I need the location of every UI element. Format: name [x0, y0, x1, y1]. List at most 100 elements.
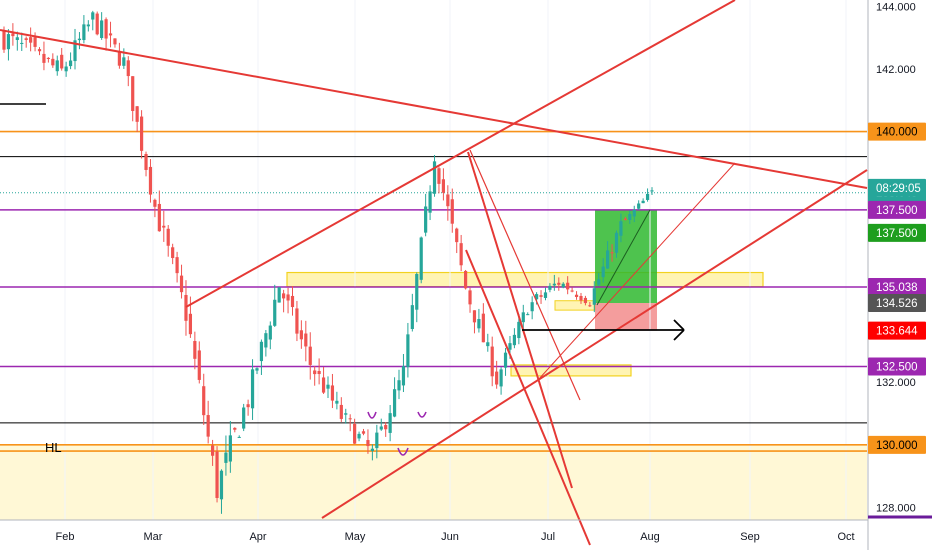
candle-body	[650, 190, 654, 192]
falling-wedge-upper	[467, 151, 573, 489]
falling-wedge-lower	[465, 249, 591, 546]
candle-body	[259, 341, 264, 362]
candle-body	[166, 228, 170, 246]
candle-body	[219, 470, 224, 500]
candle-body	[68, 60, 73, 67]
price-label-text: 132.500	[876, 362, 918, 374]
candle-body	[113, 38, 117, 45]
candle-body	[242, 407, 246, 429]
candle-body	[282, 293, 286, 299]
swing-low-marks	[367, 411, 427, 456]
candle-body	[179, 275, 184, 293]
candle-body	[339, 404, 343, 419]
candle-body	[557, 282, 561, 285]
candle-body	[432, 161, 437, 194]
x-tick-label: Oct	[837, 531, 854, 543]
hl-annotation: HL	[45, 440, 62, 455]
candle-body	[135, 106, 139, 122]
candle-body	[384, 425, 388, 430]
support-zone	[0, 444, 867, 520]
candle-body	[437, 168, 441, 184]
candle-body	[508, 343, 512, 350]
candle-body	[406, 334, 410, 368]
candle-body	[228, 435, 232, 462]
candle-body	[277, 287, 281, 303]
candle-body	[60, 54, 64, 69]
ascending-channel-upper	[185, 0, 736, 308]
candle-body	[268, 325, 272, 340]
price-label-box	[868, 223, 926, 242]
candle-body	[206, 415, 210, 437]
candle-body	[211, 445, 215, 456]
candle-body	[15, 37, 19, 40]
candle-body	[428, 191, 432, 213]
candle-body	[117, 50, 121, 66]
candle-body	[95, 13, 99, 35]
candle-body	[77, 38, 82, 41]
candle-body	[419, 237, 423, 280]
candle-body	[51, 58, 55, 66]
candle-body	[486, 342, 490, 347]
candle-body	[197, 350, 201, 380]
price-label-text: 134.526	[876, 298, 918, 310]
price-label-text: 140.000	[876, 127, 918, 139]
candle-body	[579, 295, 583, 301]
candle-body	[526, 314, 530, 316]
candle-body	[108, 33, 113, 36]
candle-body	[468, 290, 472, 305]
price-label-box	[868, 294, 926, 313]
candle-body	[144, 153, 148, 170]
candle-body	[299, 330, 303, 340]
candle-body	[614, 232, 619, 253]
candle-body	[55, 60, 59, 72]
candle-body	[463, 270, 468, 289]
candle-body	[290, 295, 295, 308]
candle-body	[330, 385, 335, 401]
candle-body	[375, 432, 379, 449]
candle-body	[20, 42, 24, 44]
candle-body	[100, 20, 104, 39]
candle-body	[255, 368, 259, 371]
profit-target-box	[595, 209, 657, 304]
candle-body	[530, 302, 534, 312]
projection-line	[537, 162, 736, 381]
candle-body	[335, 400, 339, 404]
candle-body	[490, 346, 494, 377]
ascending-channel-lower	[321, 169, 868, 519]
candle-body	[139, 116, 144, 151]
candle-body	[42, 53, 46, 63]
candle-body	[610, 252, 614, 254]
candle-body	[157, 203, 161, 232]
candle-body	[188, 313, 193, 335]
price-label-box	[868, 321, 926, 340]
candle-body	[64, 66, 68, 72]
candle-body	[304, 333, 308, 347]
candle-body	[11, 33, 15, 37]
candle-body	[250, 369, 255, 409]
candle-body	[503, 352, 508, 368]
candle-body	[450, 199, 454, 224]
target-arrow-head-a	[673, 319, 685, 331]
candle-body	[131, 76, 135, 111]
candle-body	[566, 282, 570, 290]
x-tick-label: May	[345, 531, 366, 543]
candle-body	[193, 341, 197, 359]
candle-body	[521, 312, 525, 323]
price-label-text: 137.500	[876, 205, 918, 217]
price-axis-panel	[868, 0, 932, 550]
candle-body	[370, 448, 374, 451]
candle-body	[91, 12, 95, 20]
candle-body	[317, 370, 321, 375]
candle-body	[237, 436, 241, 438]
candle-body	[171, 247, 175, 259]
y-tick-label: 132.000	[876, 377, 916, 389]
x-tick-label: Jun	[441, 531, 459, 543]
candle-body	[459, 243, 463, 266]
candle-body	[397, 380, 401, 391]
price-label-box	[868, 178, 926, 197]
candle-body	[264, 333, 268, 348]
x-tick-label: Feb	[56, 531, 75, 543]
dashed-path	[596, 209, 651, 306]
